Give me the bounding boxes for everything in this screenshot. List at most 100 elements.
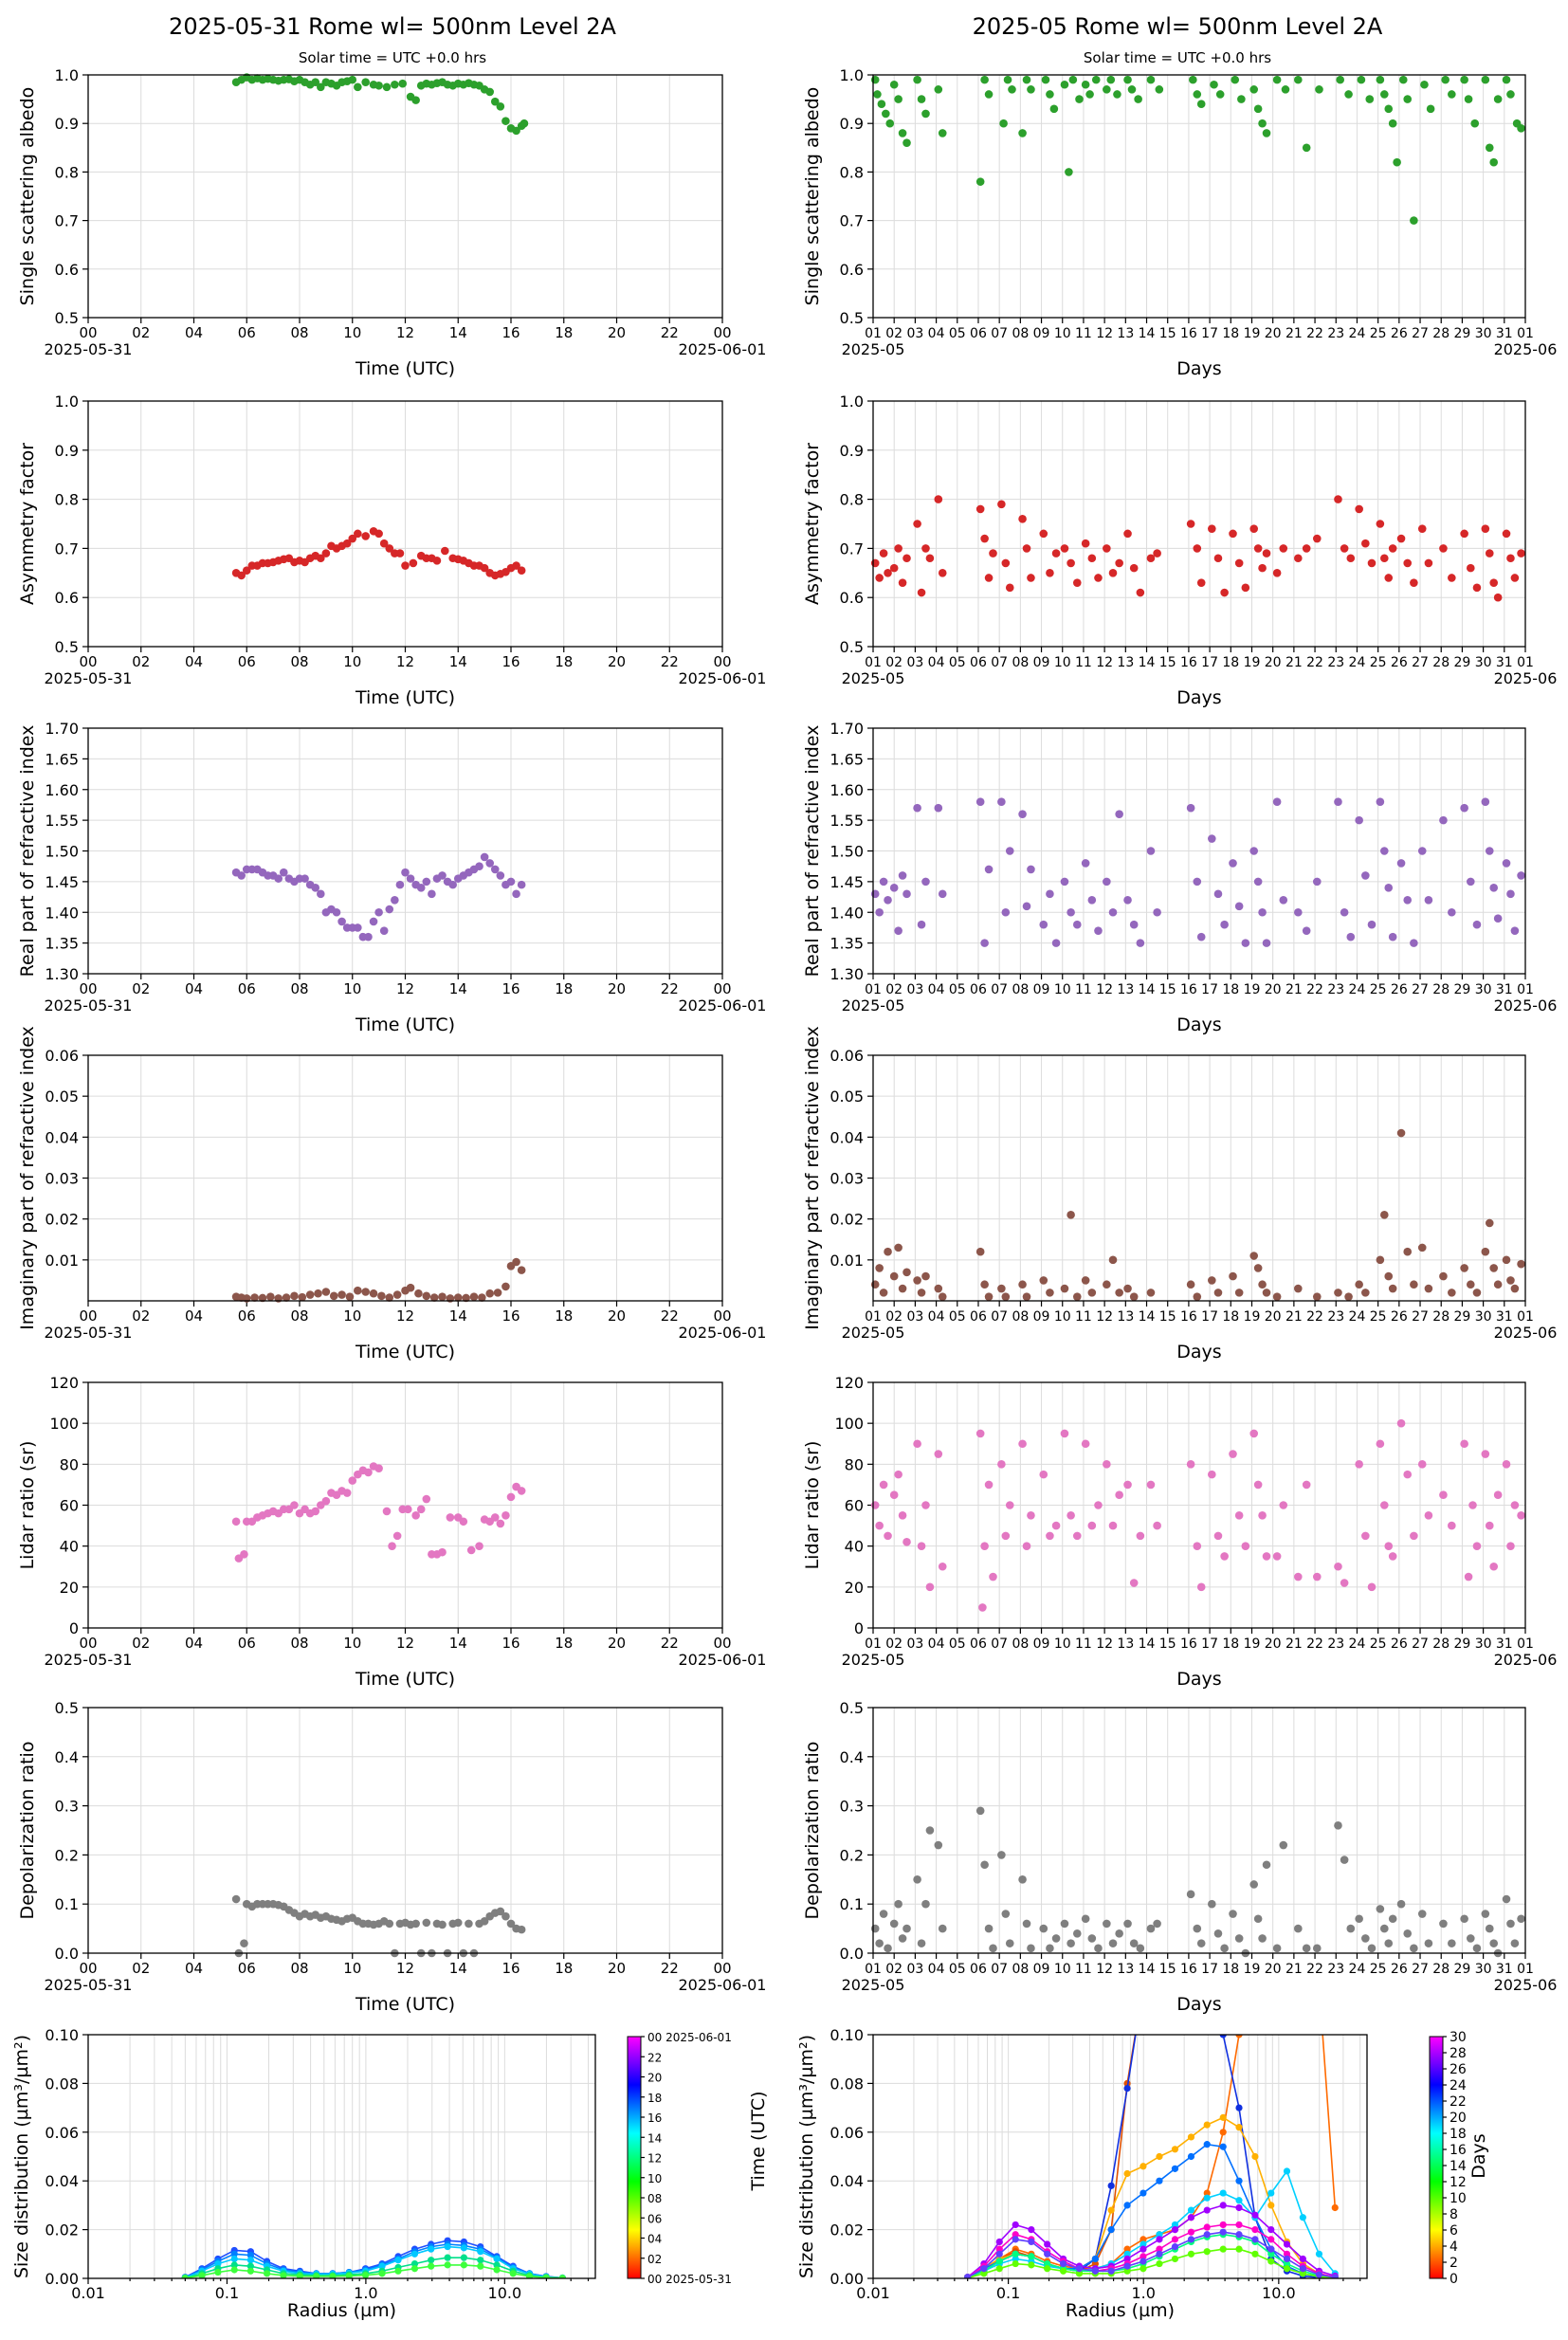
data-point: [1072, 1929, 1082, 1938]
data-point: [879, 549, 888, 558]
data-point: [875, 1939, 884, 1947]
x-tick-label: 18: [555, 1307, 573, 1325]
data-point: [1357, 75, 1366, 84]
x-tick-label: 27: [1412, 326, 1429, 341]
data-point: [1249, 85, 1259, 94]
x-tick-label: 31: [1496, 655, 1513, 670]
x-tick-label: 02: [885, 655, 903, 670]
data-point: [1208, 1276, 1216, 1285]
x-tick-label: 01: [1517, 982, 1534, 997]
series-point: [1283, 2240, 1291, 2248]
data-point: [903, 138, 911, 147]
x-tick-label: 12: [1096, 1962, 1113, 1977]
x-tick-label: 10: [1054, 326, 1071, 341]
data-point: [512, 561, 520, 570]
series-point: [1028, 2238, 1035, 2246]
series-point: [1204, 1983, 1211, 1989]
data-point: [1210, 80, 1218, 89]
plot-frame: [87, 1054, 723, 1302]
data-point: [978, 1603, 987, 1612]
y-tick-label: 0.9: [55, 115, 79, 133]
data-point: [469, 1292, 479, 1301]
data-point: [1272, 1944, 1282, 1953]
series-point: [1219, 2221, 1227, 2229]
y-tick-label: 80: [845, 1455, 864, 1473]
series-point: [995, 2238, 1003, 2246]
data-point: [1481, 797, 1490, 806]
colorbar-bar: [627, 2036, 642, 2279]
data-point: [1376, 1439, 1385, 1449]
data-point: [1388, 932, 1397, 941]
y-tick-label: 1.0: [840, 393, 864, 411]
data-point: [478, 1293, 486, 1302]
y-tick-label: 120: [834, 1374, 864, 1392]
x-tick-label: 01: [1517, 326, 1534, 341]
data-point: [1417, 1910, 1427, 1918]
x-tick-label: 21: [1285, 326, 1303, 341]
colorbar-tick-label: 14: [647, 2131, 662, 2145]
y-tick-label: 0.7: [55, 212, 79, 230]
x-tick-label: 12: [1096, 655, 1113, 670]
data-point: [428, 889, 436, 899]
series-point: [1219, 2113, 1227, 2121]
data-point: [877, 100, 886, 109]
x-tick-label: 24: [1349, 1636, 1366, 1652]
x-tick-label: 22: [661, 1307, 679, 1325]
data-point: [1380, 90, 1389, 99]
colorbar-tick-label: 4: [1449, 2239, 1458, 2255]
data-point: [369, 917, 378, 926]
data-point: [1439, 544, 1448, 553]
series-point: [230, 2266, 238, 2274]
data-point: [1489, 1264, 1499, 1272]
data-point: [290, 1501, 299, 1509]
data-point: [1334, 797, 1342, 806]
data-point: [480, 563, 489, 573]
x-tick-label: 01: [1517, 1309, 1534, 1325]
data-point: [490, 865, 500, 874]
data-point: [398, 79, 408, 88]
colorbar-tick-label: 14: [1449, 2159, 1467, 2174]
y-axis-label: Real part of refractive index: [17, 725, 38, 978]
series-point: [1012, 2221, 1019, 2229]
data-point: [1134, 95, 1142, 103]
data-point: [1123, 1480, 1132, 1490]
data-point: [1081, 1914, 1090, 1924]
data-point: [1229, 1910, 1237, 1918]
data-point: [274, 874, 283, 883]
data-point: [1403, 1929, 1413, 1938]
x-tick-label: 22: [661, 324, 679, 341]
data-point: [917, 95, 926, 103]
x-tick-label: 10: [343, 1960, 361, 1977]
data-point: [1022, 1919, 1031, 1929]
x-tick-label: 25: [1370, 1309, 1387, 1325]
x-tick-label: 09: [1033, 1309, 1050, 1325]
series-point: [1156, 2152, 1163, 2161]
colorbar-tick-label: 10: [647, 2172, 662, 2185]
x-axis-label: Days: [1176, 687, 1221, 708]
x-end-date: 2025-06: [1494, 1324, 1558, 1342]
series-point: [1123, 2245, 1131, 2253]
data-point: [1051, 939, 1061, 947]
y-tick-label: 0.5: [55, 1699, 79, 1717]
data-point: [1485, 1218, 1494, 1228]
data-point: [1060, 877, 1069, 887]
data-point: [231, 1894, 241, 1904]
x-tick-label: 16: [1180, 326, 1197, 341]
data-point: [361, 1288, 370, 1296]
data-point: [385, 1919, 394, 1929]
series-point: [1123, 2262, 1131, 2270]
data-point: [1384, 884, 1394, 892]
data-point: [898, 1284, 907, 1293]
data-point: [1510, 1939, 1520, 1947]
x-tick-label: 10: [343, 324, 361, 341]
y-tick-label: 0.9: [55, 442, 79, 460]
x-tick-label: 02: [132, 653, 150, 670]
data-point: [980, 75, 989, 84]
x-tick-label: 31: [1496, 326, 1513, 341]
data-point: [1115, 558, 1123, 568]
series-point: [1187, 2250, 1195, 2258]
x-start-date: 2025-05-31: [45, 1976, 133, 1994]
x-tick-label: 15: [1159, 1636, 1176, 1652]
